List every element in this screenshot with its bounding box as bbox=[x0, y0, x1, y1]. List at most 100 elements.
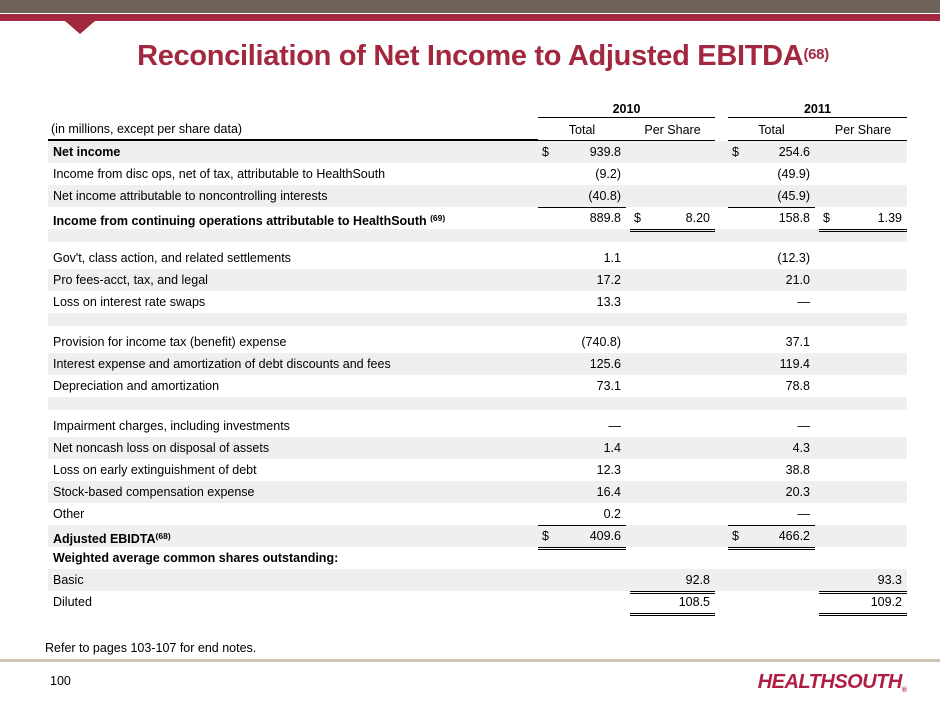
table-row: Income from continuing operations attrib… bbox=[48, 207, 907, 232]
value-text: 109.2 bbox=[870, 595, 902, 609]
value-text bbox=[810, 569, 815, 592]
currency-symbol bbox=[630, 141, 634, 163]
currency-symbol bbox=[630, 185, 634, 208]
row-label: Impairment charges, including investment… bbox=[53, 419, 290, 433]
value-text: 16.4 bbox=[596, 485, 621, 499]
currency-symbol bbox=[728, 185, 732, 207]
col-header-pershare-2010: Per Share bbox=[644, 123, 701, 137]
table-caption: (in millions, except per share data) bbox=[48, 118, 538, 141]
currency-symbol bbox=[538, 331, 542, 353]
value-cell-ps10 bbox=[630, 437, 715, 459]
value-cell-ps10 bbox=[630, 353, 715, 375]
top-bar-brown bbox=[0, 0, 940, 13]
value-text: 20.3 bbox=[785, 485, 810, 499]
value-cell-t10 bbox=[538, 569, 626, 592]
value-cell-ps10 bbox=[630, 547, 715, 569]
value-text bbox=[902, 437, 907, 459]
currency-symbol bbox=[538, 163, 542, 185]
value-text: 93.3 bbox=[877, 573, 902, 587]
value-text: — bbox=[797, 507, 811, 521]
value-cell-ps10 bbox=[630, 459, 715, 481]
value-text bbox=[710, 437, 715, 459]
value-cell-ps11 bbox=[819, 353, 907, 375]
value-cell-t11 bbox=[728, 591, 815, 614]
currency-symbol bbox=[630, 269, 634, 291]
currency-symbol bbox=[728, 331, 732, 353]
value-cell-ps10 bbox=[630, 525, 715, 548]
value-text: 889.8 bbox=[589, 211, 621, 225]
value-cell-t10: 16.4 bbox=[538, 481, 626, 503]
value-cell-t11: (45.9) bbox=[728, 185, 815, 208]
value-cell-t10: 1.1 bbox=[538, 247, 626, 269]
value-cell-ps11 bbox=[819, 141, 907, 163]
row-label: Adjusted EBIDTA(68) bbox=[53, 531, 171, 546]
value-cell-t11: 158.8 bbox=[728, 207, 815, 230]
value-text bbox=[902, 163, 907, 185]
table-spacer-row bbox=[48, 397, 907, 410]
page-title-text: Reconciliation of Net Income to Adjusted… bbox=[137, 40, 804, 72]
value-text bbox=[710, 481, 715, 503]
value-text: 73.1 bbox=[596, 379, 621, 393]
value-text: 13.3 bbox=[596, 295, 621, 309]
value-text: — bbox=[797, 295, 811, 309]
column-headers-2011: Total Per Share bbox=[728, 118, 907, 141]
value-text bbox=[902, 247, 907, 269]
value-text: 939.8 bbox=[589, 145, 621, 159]
currency-symbol bbox=[538, 207, 542, 230]
currency-symbol bbox=[728, 375, 732, 397]
currency-symbol bbox=[538, 481, 542, 503]
value-cell-ps11 bbox=[819, 331, 907, 353]
currency-symbol bbox=[630, 547, 634, 569]
currency-symbol bbox=[630, 591, 634, 613]
value-cell-ps11 bbox=[819, 415, 907, 437]
value-cell-ps10: 108.5 bbox=[630, 591, 715, 616]
row-label: Weighted average common shares outstandi… bbox=[53, 551, 339, 565]
value-cell-ps10 bbox=[630, 375, 715, 397]
healthsouth-logo: HEALTHSOUTH® bbox=[758, 671, 907, 694]
value-text bbox=[902, 481, 907, 503]
value-cell-t11: 38.8 bbox=[728, 459, 815, 481]
value-cell-t11: — bbox=[728, 415, 815, 437]
value-text bbox=[810, 591, 815, 614]
endnote-text: Refer to pages 103-107 for end notes. bbox=[45, 641, 257, 655]
currency-symbol: $ bbox=[732, 529, 739, 543]
year-header-2010: 2010 bbox=[538, 102, 715, 118]
value-cell-t11: $466.2 bbox=[728, 525, 815, 550]
table-row: Income from disc ops, net of tax, attrib… bbox=[48, 163, 907, 185]
value-text: 119.4 bbox=[779, 357, 810, 371]
currency-symbol bbox=[728, 353, 732, 375]
row-label: Loss on early extinguishment of debt bbox=[53, 463, 257, 477]
value-cell-ps11 bbox=[819, 481, 907, 503]
currency-symbol bbox=[819, 525, 823, 548]
table-row: Loss on early extinguishment of debt 12.3… bbox=[48, 459, 907, 481]
value-cell-t10: 889.8 bbox=[538, 207, 626, 230]
row-label: Interest expense and amortization of deb… bbox=[53, 357, 391, 371]
value-text bbox=[902, 415, 907, 437]
currency-symbol bbox=[819, 141, 823, 163]
value-cell-t11: 4.3 bbox=[728, 437, 815, 459]
table-row: Stock-based compensation expense 16.4 20.3 bbox=[48, 481, 907, 503]
value-text: 37.1 bbox=[785, 335, 810, 349]
currency-symbol bbox=[728, 547, 732, 569]
currency-symbol bbox=[819, 591, 823, 613]
row-label: Gov't, class action, and related settlem… bbox=[53, 251, 291, 265]
value-text bbox=[710, 415, 715, 437]
value-text bbox=[902, 547, 907, 569]
value-text: 17.2 bbox=[596, 273, 621, 287]
currency-symbol: $ bbox=[542, 529, 549, 543]
currency-symbol bbox=[538, 185, 542, 207]
value-cell-ps10 bbox=[630, 415, 715, 437]
currency-symbol bbox=[819, 415, 823, 437]
table-row: Net noncash loss on disposal of assets 1.… bbox=[48, 437, 907, 459]
currency-symbol bbox=[819, 569, 823, 591]
currency-symbol bbox=[819, 459, 823, 481]
row-label: Stock-based compensation expense bbox=[53, 485, 255, 499]
value-text bbox=[710, 503, 715, 526]
row-label: Net income attributable to noncontrollin… bbox=[53, 189, 328, 203]
table-row: Depreciation and amortization 73.1 78.8 bbox=[48, 375, 907, 397]
currency-symbol bbox=[538, 547, 542, 569]
currency-symbol: $ bbox=[823, 211, 830, 225]
currency-symbol bbox=[538, 437, 542, 459]
page-title: Reconciliation of Net Income to Adjusted… bbox=[0, 40, 940, 73]
currency-symbol bbox=[630, 291, 634, 313]
